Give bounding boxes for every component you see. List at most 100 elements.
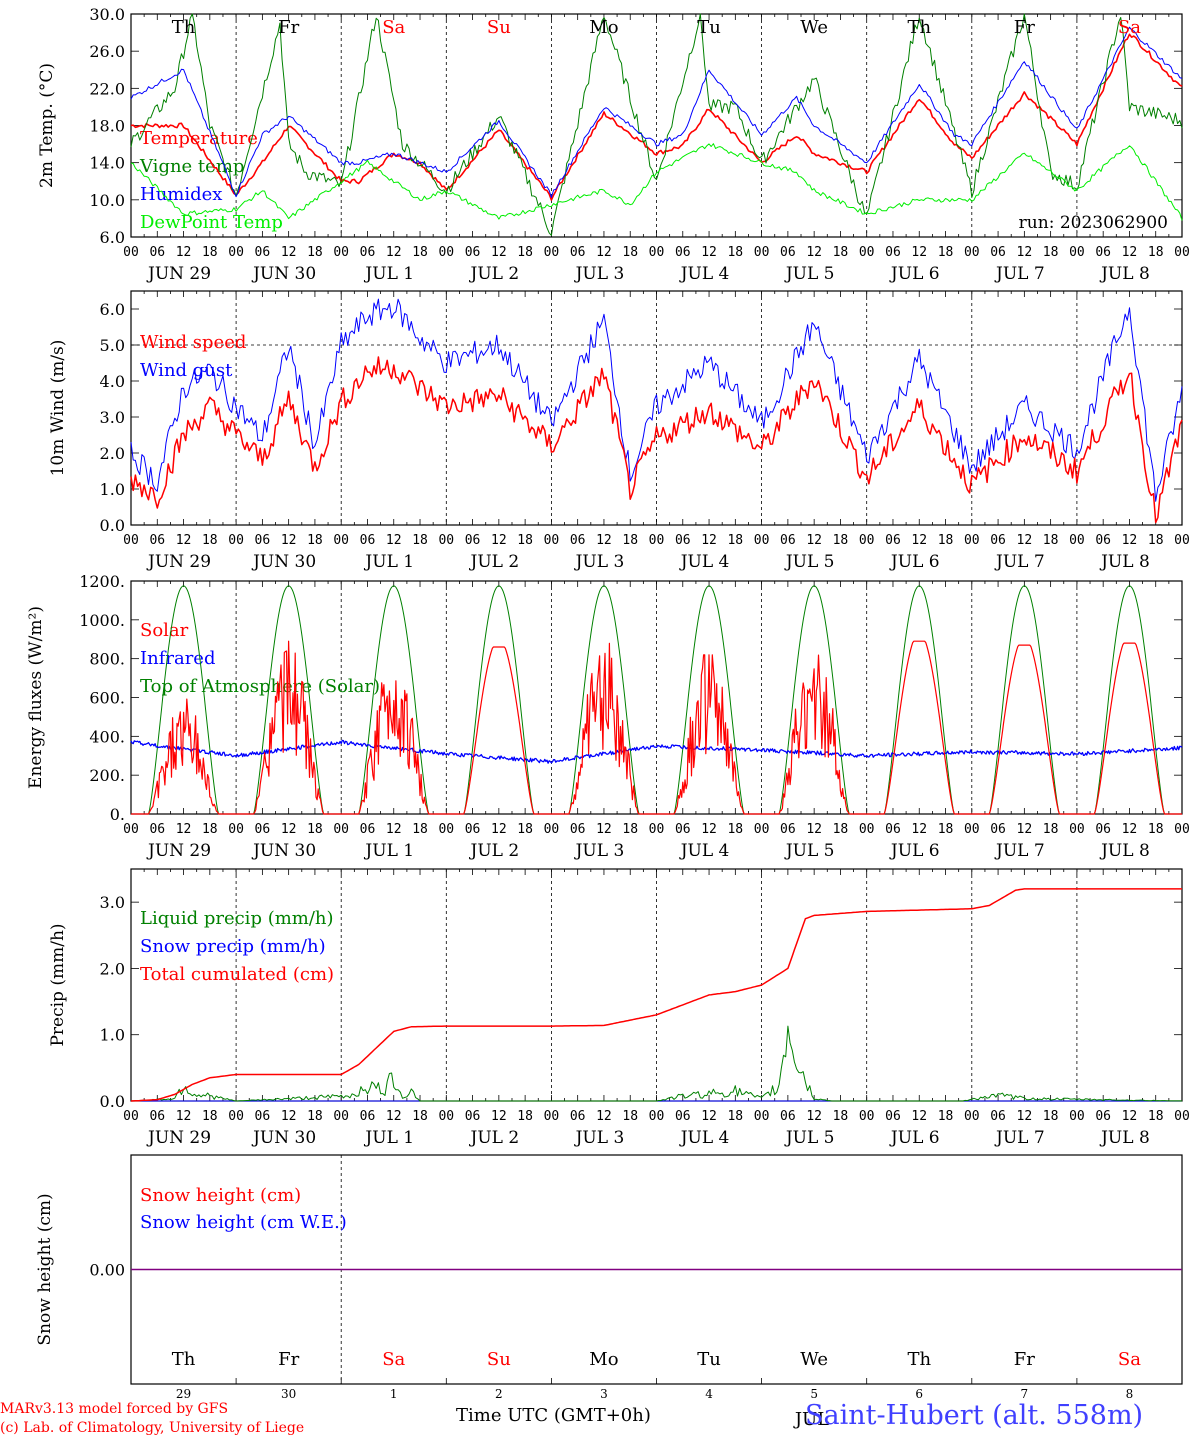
day-number-label: 3 (600, 1387, 608, 1401)
date-label: JUL 1 (363, 841, 414, 861)
hour-label: 06 (360, 822, 376, 837)
y-tick-label: 22.0 (89, 79, 125, 98)
y-tick-label: 4.0 (100, 372, 125, 391)
date-label: JUL 4 (679, 1128, 730, 1148)
date-label: JUL 2 (469, 1128, 520, 1148)
station-label: Saint-Hubert (alt. 558m) (805, 1400, 1144, 1431)
weekday-label: Sa (1118, 17, 1141, 38)
hour-label: 18 (622, 1109, 638, 1124)
date-label: JUL 5 (784, 264, 835, 284)
hour-label: 00 (228, 245, 244, 260)
legend-snow-height-cm-w-e-: Snow height (cm W.E.) (140, 1212, 347, 1233)
hour-label: 06 (780, 1109, 796, 1124)
legend-humidex: Humidex (140, 184, 222, 205)
date-label: JUL 3 (574, 264, 625, 284)
y-tick-label: 10.0 (89, 191, 125, 210)
hour-label: 00 (964, 1109, 980, 1124)
day-number-label: 4 (705, 1387, 713, 1401)
hour-label: 18 (412, 1109, 428, 1124)
hour-label: 06 (675, 533, 691, 548)
y-tick-label: 0.0 (100, 516, 125, 535)
hour-label: 12 (1122, 1109, 1138, 1124)
y-tick-label: 2.0 (100, 959, 125, 978)
hour-label: 12 (596, 533, 612, 548)
series-humidex (130, 26, 1183, 198)
hour-label: 12 (491, 245, 507, 260)
date-label: JUL 5 (784, 1128, 835, 1148)
hour-label: 06 (570, 822, 586, 837)
hour-label: 12 (701, 245, 717, 260)
date-label: JUN 30 (251, 264, 316, 284)
hour-label: 18 (1148, 245, 1164, 260)
weekday-label: Tu (697, 17, 721, 38)
weekday-label: Th (907, 1349, 931, 1370)
hour-label: 18 (727, 1109, 743, 1124)
date-label: JUN 30 (251, 841, 316, 861)
hour-label: 18 (938, 1109, 954, 1124)
hour-label: 18 (1043, 1109, 1059, 1124)
hour-label: 06 (255, 533, 271, 548)
date-label: JUL 8 (1099, 552, 1150, 572)
hour-label: 06 (360, 245, 376, 260)
hour-label: 00 (649, 245, 665, 260)
hour-label: 18 (1043, 822, 1059, 837)
hour-label: 18 (938, 245, 954, 260)
hour-label: 18 (412, 822, 428, 837)
y-axis-label: 10m Wind (m/s) (48, 340, 68, 477)
y-axis-label: Energy fluxes (W/m²) (26, 606, 46, 789)
legend-top-of-atmosphere-solar-: Top of Atmosphere (Solar) (140, 676, 380, 697)
hour-label: 12 (491, 822, 507, 837)
hour-label: 00 (754, 533, 770, 548)
hour-label: 12 (386, 245, 402, 260)
hour-label: 00 (333, 822, 349, 837)
hour-label: 00 (228, 822, 244, 837)
hour-label: 06 (675, 1109, 691, 1124)
hour-label: 06 (149, 533, 165, 548)
hour-label: 00 (1069, 245, 1085, 260)
hour-label: 00 (859, 1109, 875, 1124)
hour-label: 00 (438, 245, 454, 260)
hour-label: 18 (202, 245, 218, 260)
day-number-label: 6 (915, 1387, 923, 1401)
hour-label: 12 (596, 822, 612, 837)
hour-label: 18 (1148, 1109, 1164, 1124)
hour-label: 18 (307, 533, 323, 548)
hour-label: 06 (149, 245, 165, 260)
date-label: JUL 3 (574, 1128, 625, 1148)
hour-label: 12 (281, 245, 297, 260)
day-number-label: 1 (390, 1387, 398, 1401)
y-tick-label: 0.00 (89, 1261, 125, 1280)
x-axis-title: Time UTC (GMT+0h) (456, 1405, 651, 1426)
date-label: JUN 29 (146, 841, 211, 861)
date-label: JUL 6 (889, 841, 940, 861)
hour-label: 18 (833, 533, 849, 548)
date-label: JUL 7 (994, 264, 1045, 284)
y-tick-label: 6.0 (100, 228, 125, 247)
panel-1 (130, 13, 1183, 238)
series-wind-speed (130, 356, 1183, 524)
hour-label: 18 (307, 822, 323, 837)
date-label: JUL 3 (574, 552, 625, 572)
y-tick-label: 3.0 (100, 408, 125, 427)
date-label: JUL 3 (574, 841, 625, 861)
hour-label: 12 (176, 822, 192, 837)
panel-2 (130, 290, 1183, 526)
hour-label: 12 (281, 822, 297, 837)
y-tick-label: 2.0 (100, 444, 125, 463)
date-label: JUL 2 (469, 841, 520, 861)
hour-label: 00 (859, 245, 875, 260)
hour-label: 12 (176, 533, 192, 548)
hour-label: 06 (990, 822, 1006, 837)
weekday-label: Mo (589, 17, 618, 38)
date-label: JUL 8 (1099, 1128, 1150, 1148)
hour-label: 06 (149, 1109, 165, 1124)
panel-frame (130, 13, 1183, 238)
hour-label: 18 (202, 1109, 218, 1124)
hour-label: 06 (675, 245, 691, 260)
hour-label: 12 (911, 533, 927, 548)
hour-label: 00 (649, 822, 665, 837)
series-liquid-precip (130, 1025, 1183, 1102)
date-label: JUL 4 (679, 552, 730, 572)
hour-label: 12 (176, 1109, 192, 1124)
date-label: JUL 4 (679, 841, 730, 861)
